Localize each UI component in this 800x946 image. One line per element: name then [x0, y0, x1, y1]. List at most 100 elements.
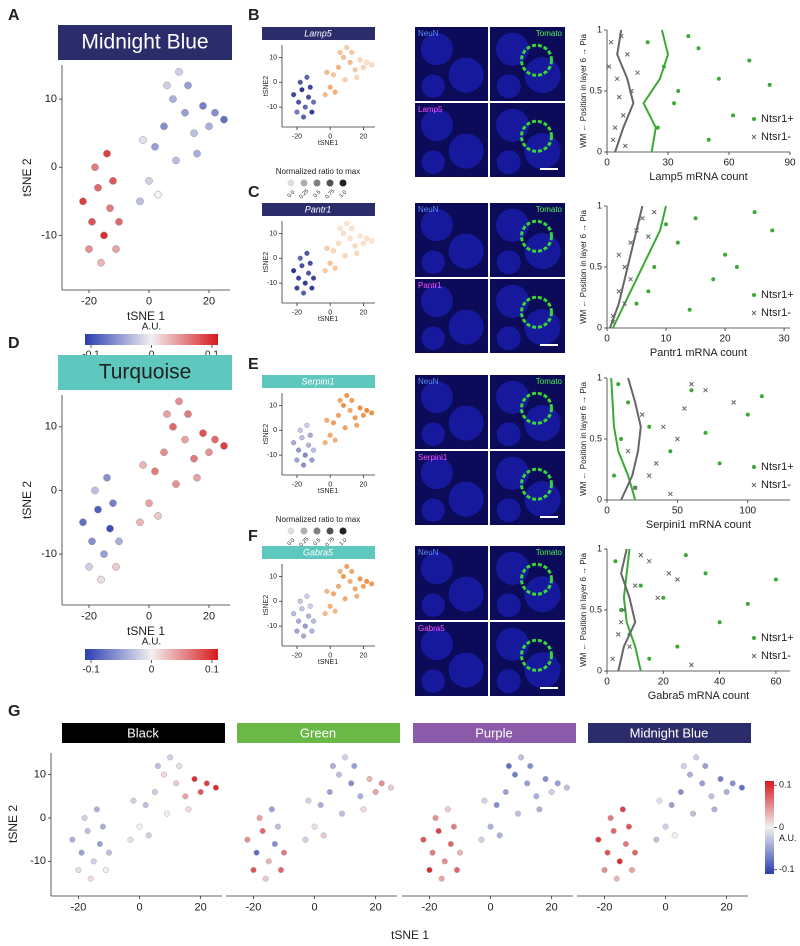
x-tick-label: 10: [660, 334, 672, 345]
x-tick-label: -20: [292, 133, 302, 140]
y-tick-label: -10: [267, 280, 277, 287]
gene-point: [357, 405, 363, 411]
legend-label: Ntsr1-: [761, 131, 791, 143]
gene-point: [364, 407, 370, 413]
gene-point: [337, 49, 343, 56]
gene-point: [305, 442, 312, 448]
cell-point: [85, 562, 93, 571]
cell-point: [151, 142, 159, 151]
module-title: Turquoise: [99, 361, 192, 384]
nucleus: [421, 150, 445, 174]
cell-marker: [628, 276, 633, 282]
gene-point: [349, 225, 355, 232]
cell-point: [184, 81, 192, 90]
cell-point: [441, 858, 448, 865]
cell-marker: [770, 228, 775, 233]
gene-point: [307, 84, 313, 90]
cell-point: [631, 849, 639, 856]
cell-point: [274, 823, 281, 830]
cell-marker: [683, 553, 688, 558]
nucleus: [496, 74, 521, 99]
legend-label: Ntsr1+: [761, 632, 794, 644]
legend-marker: [752, 636, 756, 640]
image-label: Pantr1: [418, 281, 442, 290]
legend-marker: [752, 293, 756, 297]
cell-point: [378, 780, 385, 787]
gene-point: [337, 568, 343, 575]
nucleus: [448, 405, 484, 441]
cell-point: [85, 245, 93, 253]
cell-point: [136, 823, 143, 830]
cell-point: [348, 780, 355, 787]
cell-point: [91, 486, 99, 495]
x-axis-label: tSNE1: [318, 488, 338, 495]
nucleus: [496, 422, 521, 447]
legend-marker: [752, 465, 756, 469]
y-axis-label: WM ← Position in layer 6 → Pia: [579, 210, 588, 324]
cell-point: [100, 550, 108, 558]
y-tick-label: 10: [269, 402, 277, 409]
gene-point: [297, 79, 303, 85]
gene-point: [302, 104, 308, 110]
cell-point: [259, 827, 266, 835]
cell-marker: [638, 552, 644, 558]
nucleus: [421, 74, 445, 98]
y-tick-label: 0: [273, 427, 277, 434]
y-tick-label: 10: [269, 230, 277, 237]
cell-point: [91, 163, 99, 172]
cell-marker: [616, 289, 622, 294]
gene-point: [330, 591, 337, 597]
cell-point: [130, 797, 137, 804]
x-axis-label: tSNE 1: [127, 309, 165, 323]
cell-marker: [723, 252, 728, 257]
cell-point: [169, 95, 177, 103]
gene-point: [297, 598, 303, 604]
y-tick-label: 1: [597, 543, 602, 553]
y-tick-label: 10: [45, 421, 57, 433]
cell-marker: [613, 559, 618, 564]
cell-point: [199, 429, 207, 438]
x-tick-label: 30: [779, 334, 791, 345]
cell-point: [680, 762, 687, 770]
fit-line: [611, 205, 667, 329]
colorbar-tick-label: 0.1: [779, 780, 792, 790]
cell-point: [94, 183, 102, 192]
cell-marker: [638, 583, 643, 588]
cell-marker: [616, 252, 622, 258]
y-tick-label: -10: [267, 104, 277, 111]
cell-point: [253, 849, 260, 856]
x-tick-label: 20: [720, 334, 732, 345]
cell-marker: [646, 473, 652, 478]
cell-point: [723, 788, 730, 796]
gene-point: [294, 285, 300, 291]
cell-point: [136, 197, 144, 206]
y-tick-label: 0: [597, 146, 602, 156]
cell-marker: [767, 82, 772, 87]
gene-point: [324, 588, 330, 594]
image-label: Tomato: [536, 548, 563, 557]
nucleus: [496, 551, 529, 585]
y-axis-label: tSNE 2: [6, 805, 20, 843]
x-tick-label: 0: [146, 295, 152, 307]
gene-point: [335, 64, 342, 70]
cell-point: [169, 422, 177, 431]
cell-point: [268, 806, 275, 813]
gene-point: [294, 109, 300, 115]
cell-marker: [666, 571, 672, 576]
x-tick-label: 0: [328, 481, 332, 488]
cell-point: [656, 797, 663, 804]
colorbar-label: A.U.: [779, 833, 797, 843]
y-tick-label: 0: [51, 161, 57, 173]
cell-marker: [660, 424, 666, 430]
tomato-signal: [520, 467, 553, 501]
cell-point: [79, 518, 87, 527]
gene-point: [360, 64, 366, 70]
cell-point: [668, 801, 675, 809]
cell-marker: [703, 387, 708, 393]
panel-letter: F: [248, 528, 258, 545]
cell-point: [453, 866, 461, 874]
gene-point: [322, 440, 328, 446]
y-tick-label: 0.5: [589, 261, 602, 271]
gene-point: [299, 263, 305, 269]
x-tick-label: -20: [422, 901, 438, 913]
